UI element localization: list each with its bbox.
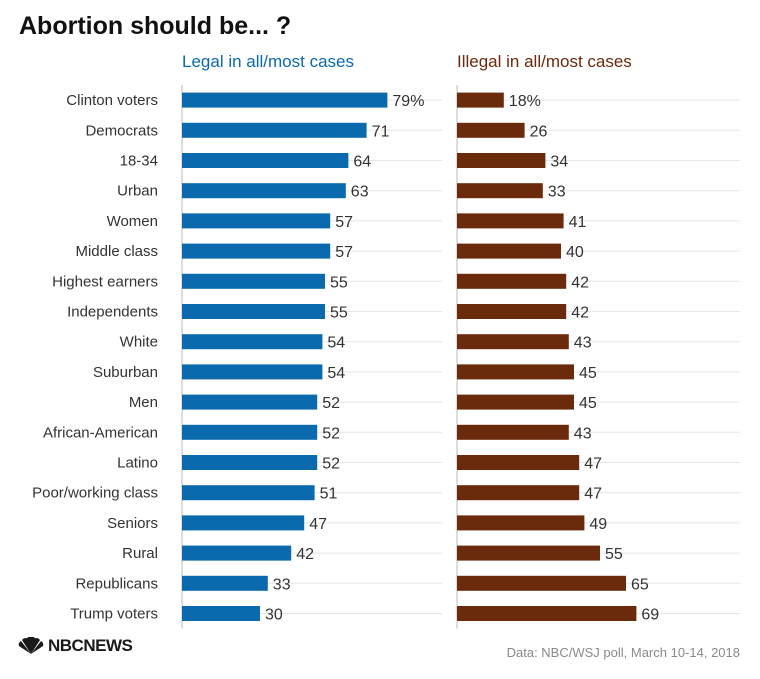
category-label: Suburban bbox=[93, 364, 158, 381]
legal-value-label: 55 bbox=[330, 305, 348, 322]
illegal-value-label: 43 bbox=[574, 335, 592, 352]
legal-bar bbox=[182, 485, 315, 501]
legal-value-label: 52 bbox=[322, 456, 340, 473]
legal-bar bbox=[182, 243, 331, 259]
legal-bar bbox=[182, 304, 325, 319]
legal-value-label: 33 bbox=[273, 576, 291, 593]
illegal-value-label: 18% bbox=[509, 93, 541, 110]
legal-value-label: 63 bbox=[351, 184, 369, 201]
legal-bar bbox=[182, 183, 346, 199]
illegal-value-label: 33 bbox=[548, 184, 566, 201]
illegal-bar bbox=[457, 213, 564, 229]
illegal-value-label: 40 bbox=[566, 244, 584, 261]
illegal-bar bbox=[457, 515, 585, 531]
illegal-bar bbox=[457, 183, 543, 199]
illegal-bar bbox=[457, 606, 637, 621]
legal-value-label: 64 bbox=[353, 154, 371, 171]
illegal-value-label: 41 bbox=[569, 214, 587, 231]
legal-value-label: 54 bbox=[327, 365, 345, 382]
legal-bar bbox=[182, 273, 325, 289]
category-label: Men bbox=[129, 394, 158, 411]
category-label: Women bbox=[107, 213, 158, 230]
legal-value-label: 52 bbox=[322, 425, 340, 442]
legal-value-label: 52 bbox=[322, 395, 340, 412]
chart-title: Abortion should be... ? bbox=[19, 12, 292, 40]
illegal-bar bbox=[457, 455, 580, 470]
legal-value-label: 79% bbox=[392, 93, 424, 110]
legal-value-label: 30 bbox=[265, 607, 283, 624]
illegal-value-label: 55 bbox=[605, 546, 623, 563]
legal-bar bbox=[182, 575, 268, 591]
legal-value-label: 42 bbox=[296, 546, 314, 563]
category-label: 18-34 bbox=[120, 153, 158, 170]
legal-bar bbox=[182, 424, 318, 440]
category-label: Urban bbox=[117, 183, 158, 200]
illegal-value-label: 45 bbox=[579, 395, 597, 412]
legal-panel-title: Legal in all/most cases bbox=[182, 52, 354, 71]
legal-bar bbox=[182, 394, 318, 410]
legal-bar bbox=[182, 455, 318, 470]
illegal-value-label: 69 bbox=[641, 607, 659, 624]
illegal-bar bbox=[457, 92, 504, 108]
category-label: Middle class bbox=[75, 243, 158, 260]
nbc-news-logo: NBCNEWS bbox=[18, 636, 133, 656]
legal-bar bbox=[182, 92, 388, 108]
category-label: Clinton voters bbox=[66, 92, 158, 109]
legal-bar bbox=[182, 515, 305, 531]
bar-chart: Clinton voters Democrats 18-34 Urban Women Mi… bbox=[32, 85, 740, 629]
illegal-value-label: 49 bbox=[589, 516, 607, 533]
illegal-value-label: 42 bbox=[571, 305, 589, 322]
illegal-bar bbox=[457, 575, 626, 591]
illegal-bar bbox=[457, 545, 600, 561]
category-label: Democrats bbox=[85, 122, 158, 139]
legal-bar bbox=[182, 364, 323, 380]
illegal-value-label: 47 bbox=[584, 486, 602, 503]
illegal-bar bbox=[457, 334, 569, 350]
legal-bar bbox=[182, 606, 260, 621]
category-label: Independents bbox=[67, 304, 158, 321]
illegal-bar bbox=[457, 424, 569, 440]
logo-text: NBCNEWS bbox=[48, 636, 133, 655]
illegal-value-label: 65 bbox=[631, 576, 649, 593]
legal-bar bbox=[182, 122, 367, 138]
illegal-bar bbox=[457, 153, 546, 168]
category-label: Highest earners bbox=[52, 273, 158, 290]
illegal-value-label: 34 bbox=[550, 154, 568, 171]
illegal-value-label: 45 bbox=[579, 365, 597, 382]
legal-bar bbox=[182, 545, 292, 561]
illegal-bar bbox=[457, 394, 574, 410]
illegal-bar bbox=[457, 304, 567, 319]
illegal-panel-title: Illegal in all/most cases bbox=[457, 52, 632, 71]
category-label: Rural bbox=[122, 545, 158, 562]
legal-value-label: 51 bbox=[320, 486, 338, 503]
illegal-bar bbox=[457, 485, 580, 501]
legal-value-label: 71 bbox=[372, 123, 390, 140]
source-note: Data: NBC/WSJ poll, March 10-14, 2018 bbox=[506, 645, 740, 660]
category-label: Poor/working class bbox=[32, 485, 158, 502]
illegal-value-label: 26 bbox=[530, 123, 548, 140]
illegal-bar bbox=[457, 364, 574, 380]
illegal-bar bbox=[457, 122, 525, 138]
legal-bar bbox=[182, 334, 323, 350]
illegal-value-label: 47 bbox=[584, 456, 602, 473]
illegal-value-label: 43 bbox=[574, 425, 592, 442]
category-label: Trump voters bbox=[70, 606, 158, 623]
illegal-bar bbox=[457, 243, 561, 259]
illegal-bar bbox=[457, 273, 567, 289]
legal-value-label: 47 bbox=[309, 516, 327, 533]
legal-value-label: 57 bbox=[335, 244, 353, 261]
legal-value-label: 55 bbox=[330, 274, 348, 291]
legal-value-label: 54 bbox=[327, 335, 345, 352]
legal-bar bbox=[182, 153, 349, 168]
illegal-value-label: 42 bbox=[571, 274, 589, 291]
category-label: African-American bbox=[43, 424, 158, 441]
category-label: Latino bbox=[117, 455, 158, 472]
category-label: Seniors bbox=[107, 515, 158, 532]
category-label: Republicans bbox=[75, 575, 158, 592]
category-label: White bbox=[120, 334, 158, 351]
legal-bar bbox=[182, 213, 331, 229]
legal-value-label: 57 bbox=[335, 214, 353, 231]
nbc-peacock-icon bbox=[18, 637, 44, 654]
